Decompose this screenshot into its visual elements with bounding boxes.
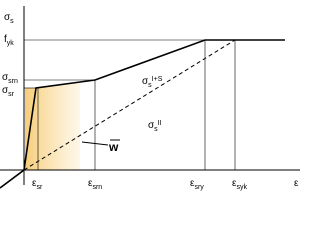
label-part: σ — [142, 76, 149, 87]
dashed-line — [23, 39, 236, 171]
y-label: fyk — [4, 34, 14, 47]
label-part: sry — [194, 184, 204, 191]
y-label: σsr — [2, 85, 15, 98]
curve-label: σsI+S — [142, 76, 163, 89]
label-part: ε — [88, 178, 93, 189]
area-label: w — [108, 140, 119, 154]
shaded-area — [25, 83, 80, 170]
label-part: ε — [294, 178, 299, 189]
label-part: I+S — [152, 76, 163, 83]
label-part: sr — [8, 91, 15, 98]
label-part: s — [154, 126, 158, 133]
label-part: yk — [7, 40, 15, 47]
x-label: εsyk — [232, 178, 247, 191]
label-part: f — [4, 34, 7, 45]
label-part: sr — [36, 184, 43, 191]
y-label: σsrn — [2, 72, 18, 85]
label-part: s — [10, 18, 14, 25]
label-part: σ — [2, 85, 9, 96]
diagram: σs fyk σsrn σsr εsr εsrn εsry εsyk ε σsI… — [0, 6, 300, 191]
label-part: srn — [92, 184, 102, 191]
x-label: εsr — [32, 178, 43, 191]
y-axis-label: σs — [4, 12, 14, 25]
curve — [0, 39, 285, 189]
label-part: ε — [32, 178, 37, 189]
label-part: ε — [190, 178, 195, 189]
x-label: εsrn — [88, 178, 102, 191]
label-part: syk — [236, 184, 247, 191]
x-axis-label: ε — [294, 178, 299, 189]
x-label: εsry — [190, 178, 204, 191]
curve-label: σsII — [148, 120, 162, 133]
label-part: II — [158, 120, 162, 127]
label-part: srn — [8, 78, 18, 85]
label-part: ε — [232, 178, 237, 189]
pointer — [81, 141, 109, 146]
label-part: σ — [148, 120, 155, 131]
label-part: σ — [4, 12, 11, 23]
label-part: s — [148, 82, 152, 89]
label-part: σ — [2, 72, 9, 83]
